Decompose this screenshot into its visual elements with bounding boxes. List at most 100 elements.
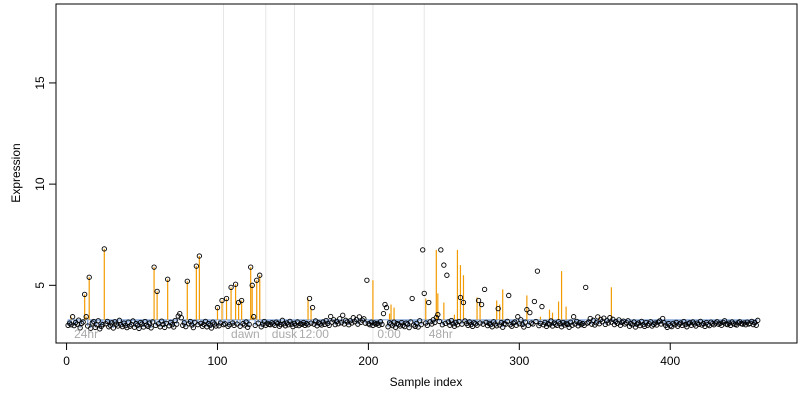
data-point	[362, 320, 369, 326]
data-point	[379, 321, 385, 328]
data-point	[724, 321, 731, 328]
data-point	[184, 278, 190, 284]
data-point	[254, 277, 260, 283]
data-point	[570, 314, 577, 320]
data-point	[436, 318, 442, 324]
data-point	[408, 319, 414, 325]
y-axis: 5 10 15	[33, 76, 57, 289]
data-point	[478, 301, 485, 308]
data-point	[195, 321, 201, 328]
data-point	[658, 321, 664, 327]
data-point	[531, 298, 538, 305]
data-point	[89, 320, 95, 326]
data-point	[755, 317, 761, 323]
data-point	[158, 318, 165, 324]
data-point	[740, 321, 746, 327]
data-point	[377, 319, 384, 325]
data-point	[323, 317, 329, 324]
data-point	[512, 319, 518, 325]
data-point	[457, 294, 464, 301]
data-point	[681, 318, 687, 325]
data-point	[225, 323, 231, 330]
data-point	[441, 262, 447, 268]
data-point	[219, 297, 225, 304]
data-point	[743, 322, 749, 328]
data-point	[198, 320, 204, 327]
data-point	[477, 320, 483, 326]
data-point	[232, 281, 239, 287]
data-point	[676, 321, 682, 327]
data-point	[165, 276, 171, 282]
data-point	[245, 324, 251, 330]
data-point	[305, 322, 311, 328]
data-point	[670, 320, 676, 327]
data-point	[515, 314, 521, 320]
data-point	[104, 318, 110, 324]
data-point	[77, 325, 83, 331]
data-point	[258, 324, 264, 330]
data-point	[498, 319, 504, 326]
group-label-1: dawn	[231, 327, 260, 341]
x-tick-label: 400	[660, 354, 680, 368]
data-point	[231, 322, 237, 329]
data-point	[561, 322, 568, 328]
data-point	[196, 253, 203, 259]
data-point	[308, 320, 314, 326]
data-point	[326, 322, 332, 329]
data-point	[171, 324, 177, 330]
data-point	[80, 319, 86, 325]
y-axis-label: Expression	[9, 143, 23, 202]
data-point	[154, 288, 160, 295]
data-point	[583, 284, 589, 290]
data-point	[574, 318, 580, 324]
data-point	[382, 301, 388, 308]
data-point	[391, 319, 397, 325]
data-point	[214, 304, 221, 311]
data-point	[507, 322, 513, 328]
data-point	[248, 264, 254, 270]
data-point	[605, 320, 612, 326]
data-point	[148, 325, 154, 331]
data-point	[518, 317, 524, 323]
data-point	[180, 322, 186, 329]
data-point	[340, 312, 346, 318]
data-point	[183, 323, 189, 330]
data-point	[533, 318, 539, 325]
data-point	[290, 323, 296, 330]
data-point	[406, 324, 412, 331]
data-point	[438, 247, 444, 253]
group-labels: 24hr dawn dusk 12:00 0:00 48hr	[74, 327, 453, 341]
data-point	[69, 314, 76, 320]
data-point	[95, 318, 101, 324]
data-point	[368, 319, 375, 325]
data-point	[282, 323, 289, 329]
data-point	[309, 304, 316, 311]
data-point	[364, 277, 370, 283]
data-point	[593, 320, 599, 326]
data-point	[152, 322, 159, 329]
data-point	[632, 324, 639, 330]
data-point	[149, 319, 156, 325]
data-point	[506, 292, 512, 299]
data-point	[720, 319, 726, 326]
group-label-3: 12:00	[299, 327, 329, 341]
data-point	[116, 317, 123, 323]
data-point	[749, 318, 755, 324]
data-point	[721, 318, 728, 324]
data-point	[251, 314, 257, 320]
data-point	[383, 304, 390, 311]
data-point	[420, 247, 426, 253]
data-point	[276, 323, 283, 329]
data-point	[412, 323, 418, 330]
data-point	[178, 315, 184, 321]
data-point	[208, 325, 215, 331]
data-point	[527, 309, 533, 316]
x-axis: 0 100 200 300 400	[63, 342, 681, 368]
x-tick-label: 200	[358, 354, 378, 368]
data-points	[65, 246, 761, 332]
data-point	[356, 314, 362, 320]
x-tick-label: 0	[63, 354, 70, 368]
data-point	[246, 321, 252, 328]
data-point	[504, 318, 510, 324]
data-point	[205, 320, 212, 327]
